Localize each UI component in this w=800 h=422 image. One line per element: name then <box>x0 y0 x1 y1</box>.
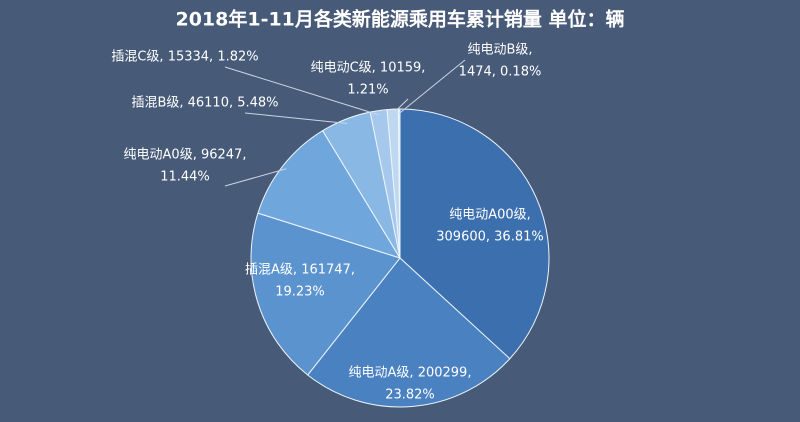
data-label: 23.82% <box>385 388 435 403</box>
data-label: 纯电动A级, 200299, <box>349 366 472 381</box>
pie-slice <box>397 108 401 259</box>
pie-slice <box>399 108 550 360</box>
data-label: 纯电动A00级, <box>449 208 531 223</box>
leader-line <box>398 59 466 114</box>
data-label: 11.44% <box>160 170 210 185</box>
leader-line <box>224 66 380 116</box>
pie-slice <box>250 212 401 376</box>
data-label: 纯电动B级, <box>467 43 532 58</box>
leader-line <box>244 112 348 124</box>
pie-slice <box>306 257 511 408</box>
chart-title: 2018年1-11月各类新能源乘用车累计销量 单位：辆 <box>175 8 624 31</box>
data-label: 19.23% <box>275 285 325 300</box>
data-label: 插混C级, 15334, 1.82% <box>111 50 258 65</box>
pie-slice <box>257 129 402 259</box>
data-label: 1474, 0.18% <box>459 65 542 80</box>
leader-line <box>392 98 409 115</box>
data-label: 插混A级, 161747, <box>245 263 355 278</box>
data-label: 纯电动A0级, 96247, <box>124 148 247 163</box>
data-label: 纯电动C级, 10159, <box>311 61 426 76</box>
leader-line <box>224 168 287 187</box>
data-label: 插混B级, 46110, 5.48% <box>131 96 278 111</box>
data-label: 1.21% <box>347 83 388 98</box>
data-label: 309600, 36.81% <box>436 230 543 245</box>
